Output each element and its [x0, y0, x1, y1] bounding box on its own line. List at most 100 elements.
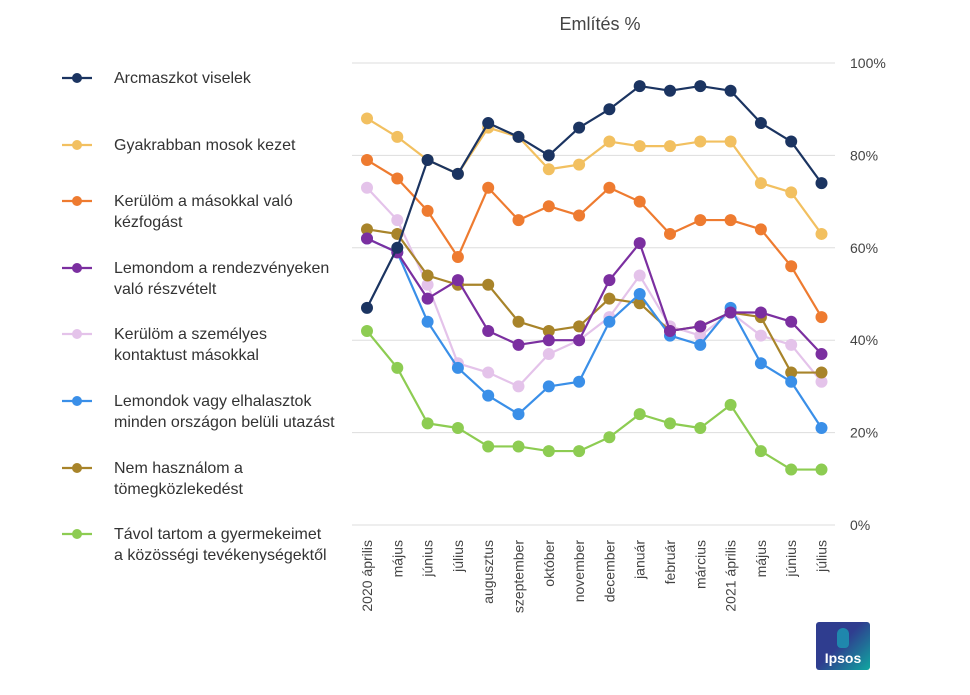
data-point [785, 338, 798, 351]
data-point [603, 135, 616, 148]
data-point [603, 315, 616, 328]
data-point [724, 84, 737, 97]
x-tick-label: május [753, 540, 769, 577]
data-point [785, 135, 798, 148]
series-3 [361, 232, 828, 361]
data-point [512, 130, 525, 143]
legend-label: a közösségi tevékenységektől [114, 547, 327, 564]
y-tick-label: 80% [850, 147, 878, 163]
data-point [815, 348, 828, 361]
data-point [694, 80, 707, 93]
chart-title: Említés % [559, 14, 640, 34]
data-point [633, 80, 646, 93]
legend-item: Távol tartom a gyermekeimet a közösségi t… [62, 526, 327, 564]
data-point [785, 463, 798, 476]
data-point [694, 320, 707, 333]
data-point [633, 297, 646, 310]
data-point [512, 214, 525, 227]
x-tick-label: július [450, 540, 466, 573]
data-point [421, 204, 434, 217]
data-point [724, 214, 737, 227]
data-point [542, 149, 555, 162]
legend-label: Gyakrabban mosok kezet [114, 137, 296, 154]
data-point [573, 158, 586, 171]
data-point [512, 315, 525, 328]
y-tick-label: 40% [850, 332, 878, 348]
data-point [451, 361, 464, 374]
data-point [633, 269, 646, 282]
data-point [391, 361, 404, 374]
data-point [664, 140, 676, 153]
data-point [664, 84, 676, 97]
data-point [815, 177, 828, 190]
series-2 [361, 154, 828, 324]
legend-item: Nem használom a tömegközlekedést [62, 460, 244, 498]
legend-item: Lemondok vagy elhalasztok minden országon… [62, 393, 335, 431]
legend-marker [72, 140, 82, 150]
x-tick-label: augusztus [480, 540, 496, 604]
data-point [512, 338, 525, 351]
legend-label: Lemondok vagy elhalasztok [114, 393, 312, 410]
data-point [754, 177, 767, 190]
data-point [482, 278, 495, 291]
legend-item: Kerülöm a személyes kontaktust másokkal [62, 326, 267, 364]
data-point [482, 324, 495, 337]
data-point [664, 227, 676, 240]
data-point [482, 181, 495, 194]
legend-label: minden országon belüli utazást [114, 414, 335, 431]
data-point [724, 135, 737, 148]
data-point [633, 408, 646, 421]
ipsos-logo: Ipsos [816, 622, 870, 670]
series-line [366, 330, 822, 471]
data-point [542, 163, 555, 176]
data-point [542, 324, 555, 337]
data-point [573, 334, 586, 347]
data-point [451, 251, 464, 264]
legend-item: Lemondom a rendezvényeken való részvételt [62, 260, 329, 298]
logo-text: Ipsos [824, 650, 862, 666]
legend-label: Kerülöm a személyes [114, 326, 267, 343]
data-point [421, 269, 434, 282]
data-point [482, 389, 495, 402]
data-point [361, 112, 373, 125]
y-tick-label: 100% [850, 55, 886, 71]
data-point [603, 274, 616, 287]
data-point [754, 329, 767, 342]
data-point [785, 366, 798, 379]
x-tick-label: szeptember [511, 540, 527, 613]
legend-item: Gyakrabban mosok kezet [62, 137, 296, 154]
data-point [361, 223, 373, 236]
legend-marker [72, 396, 82, 406]
data-point [603, 431, 616, 444]
data-point [633, 237, 646, 250]
data-point [361, 301, 373, 314]
legend-label: Lemondom a rendezvényeken [114, 260, 329, 277]
data-point [482, 117, 495, 130]
data-point [754, 306, 767, 319]
x-tick-label: 2021 április [723, 540, 739, 612]
data-point [633, 195, 646, 208]
legend-label: kontaktust másokkal [114, 347, 259, 364]
series-lines [361, 80, 828, 476]
data-point [724, 306, 737, 319]
data-point [815, 227, 828, 240]
data-point [603, 103, 616, 116]
x-tick-label: május [389, 540, 405, 577]
legend-label: Kerülöm a másokkal való [114, 193, 293, 210]
data-point [573, 209, 586, 222]
legend-marker [72, 196, 82, 206]
data-point [391, 172, 404, 185]
data-point [785, 260, 798, 273]
data-point [573, 121, 586, 134]
series-1 [361, 112, 828, 240]
data-point [361, 154, 373, 167]
data-point [421, 278, 434, 291]
data-point [512, 408, 525, 421]
data-point [785, 315, 798, 328]
legend-marker [72, 529, 82, 539]
series-line [366, 237, 823, 355]
data-point [754, 445, 767, 458]
legend: Arcmaszkot viselek Gyakrabban mosok kezet… [62, 70, 335, 564]
logo-mark-icon [837, 628, 849, 648]
legend-label: tömegközlekedést [114, 481, 244, 498]
